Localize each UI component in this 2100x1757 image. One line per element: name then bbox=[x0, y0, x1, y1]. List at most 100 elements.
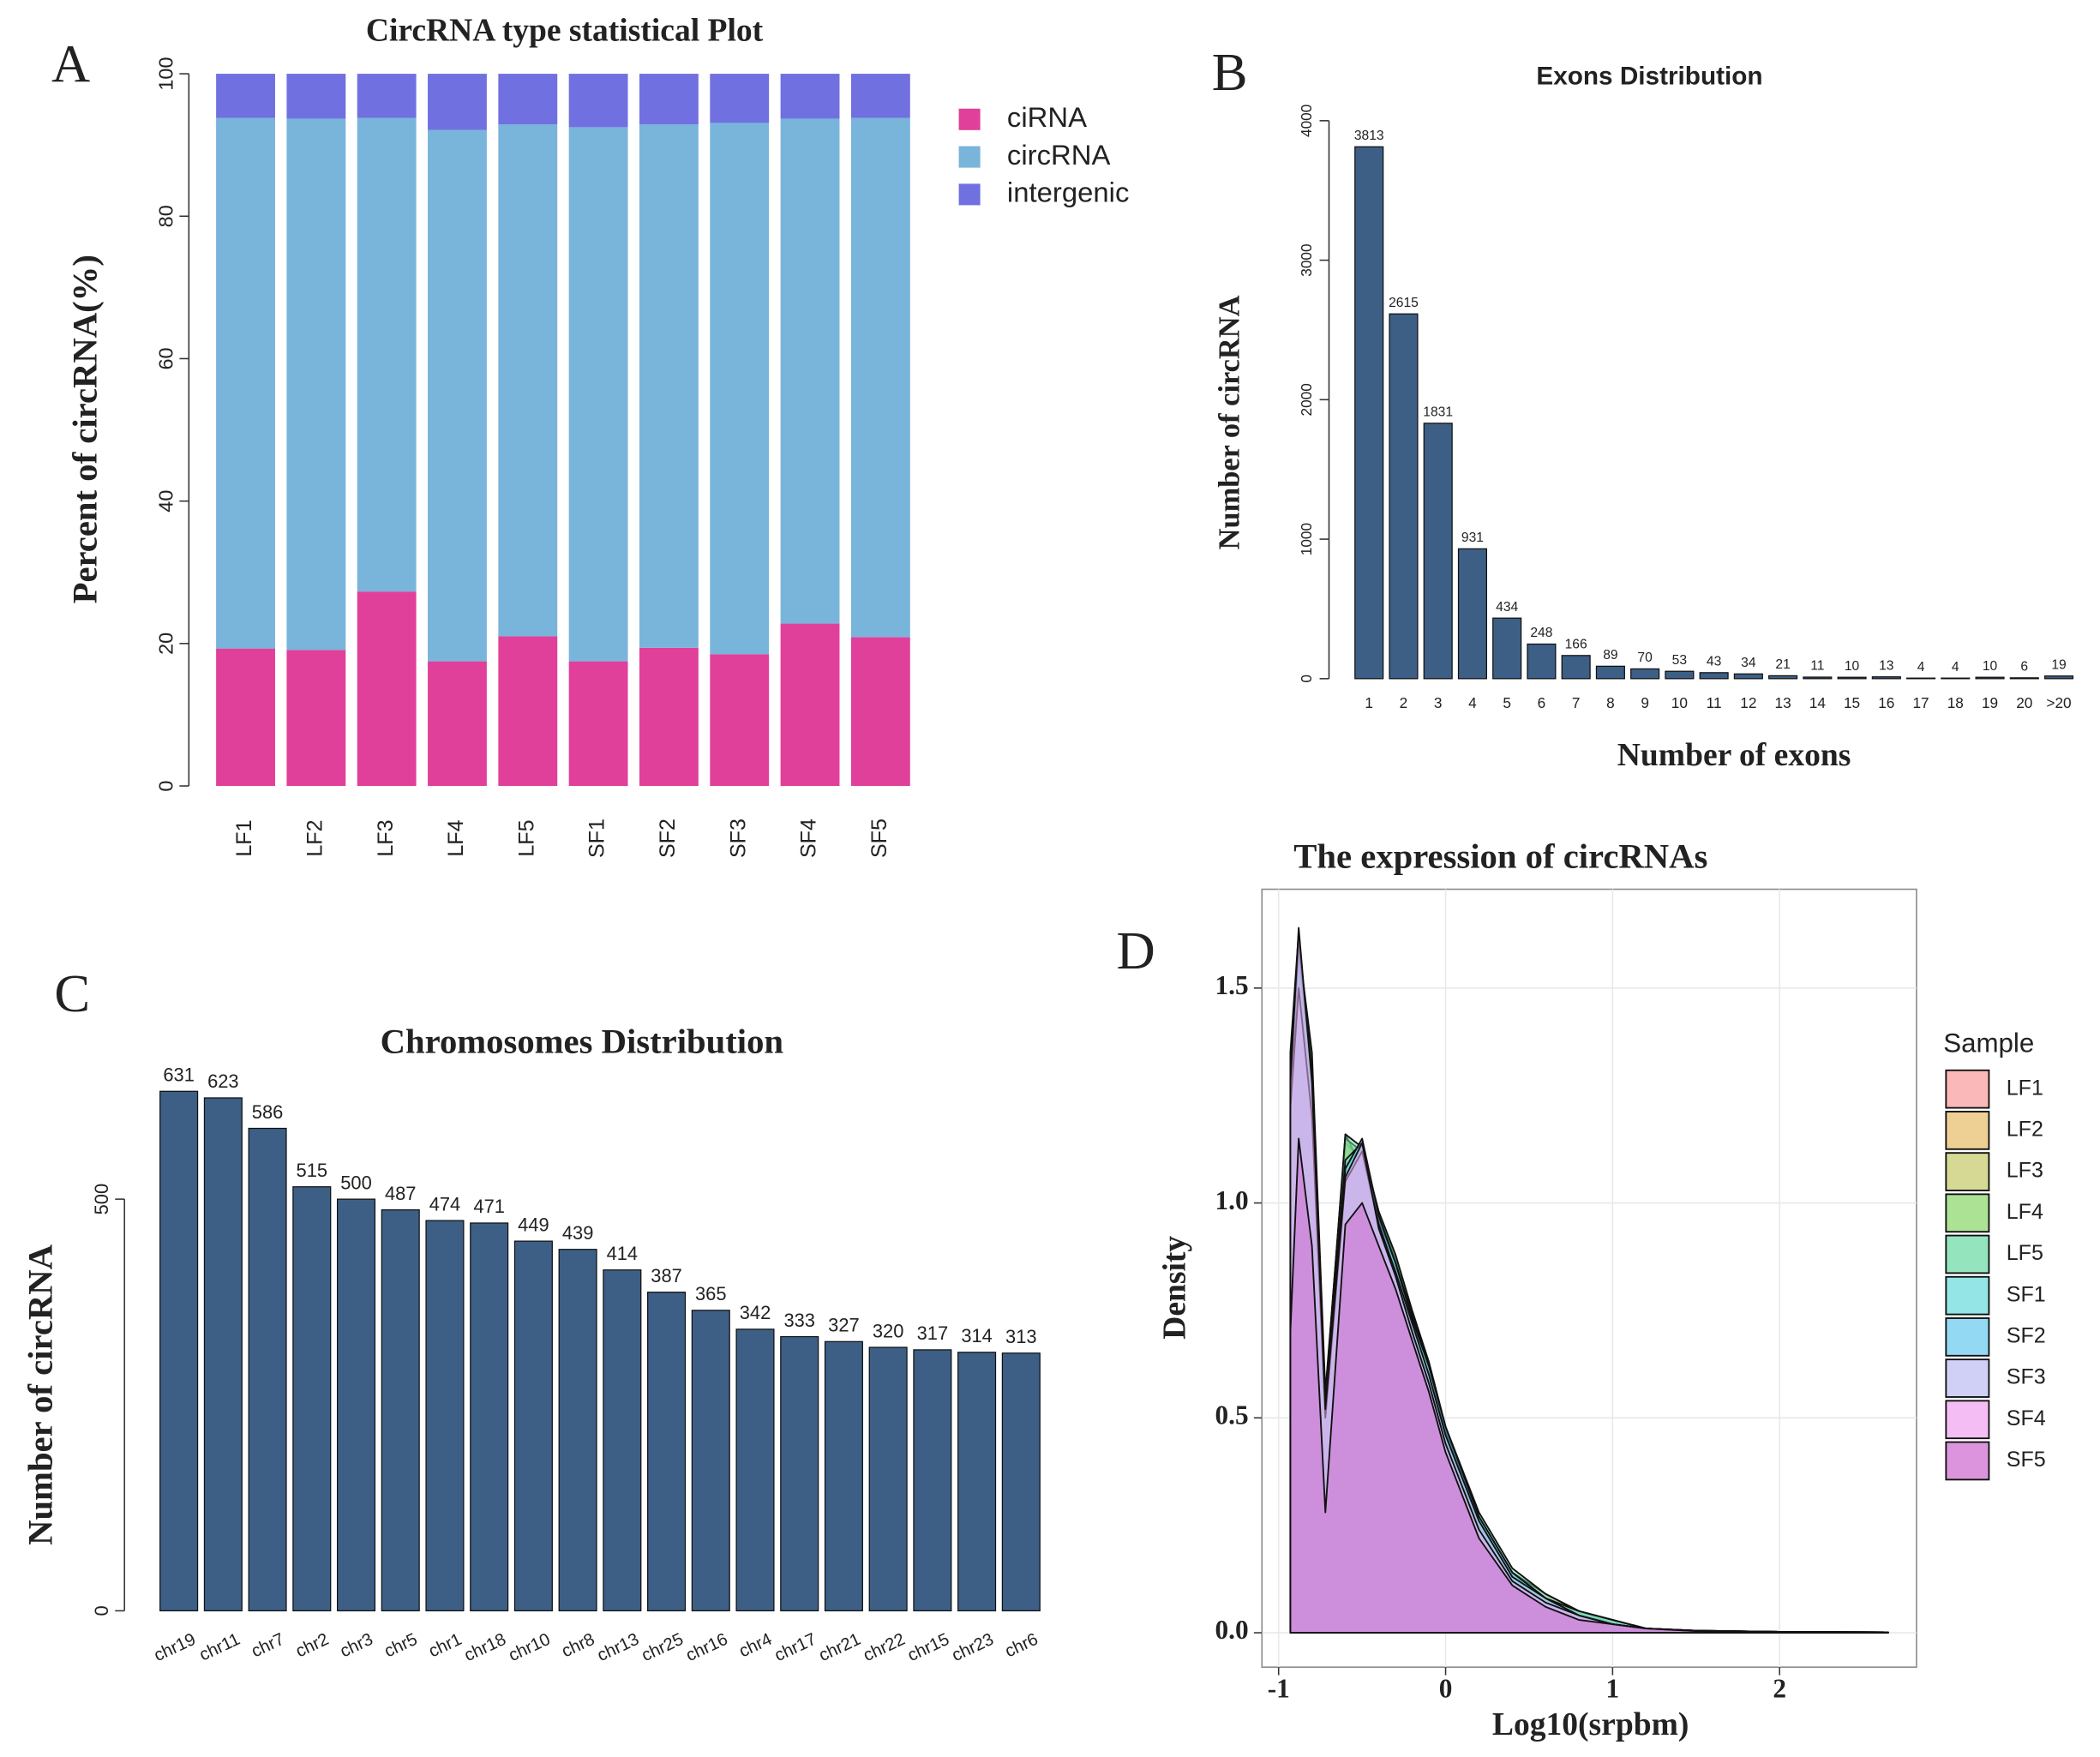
x-tick-label: 8 bbox=[1606, 694, 1615, 711]
legend-swatch bbox=[1945, 1234, 1990, 1274]
bar bbox=[1665, 670, 1695, 680]
x-tick-label: 19 bbox=[1982, 694, 1998, 711]
x-tick-label: chr2 bbox=[293, 1630, 332, 1662]
bar-segment bbox=[357, 117, 417, 592]
bar bbox=[824, 1340, 863, 1612]
data-label: 53 bbox=[1672, 653, 1687, 668]
data-label: 327 bbox=[828, 1315, 860, 1336]
bar bbox=[1423, 423, 1453, 680]
x-tick-label: chr21 bbox=[816, 1630, 863, 1665]
y-tick-label: 4000 bbox=[1298, 105, 1315, 137]
x-tick-label: 4 bbox=[1468, 694, 1477, 711]
x-tick-label: SF3 bbox=[726, 819, 750, 858]
legend-label: LF4 bbox=[2007, 1200, 2043, 1224]
density-area bbox=[1289, 1137, 1889, 1634]
bar bbox=[159, 1090, 199, 1612]
x-tick-label: chr13 bbox=[595, 1630, 642, 1665]
x-tick-label: SF4 bbox=[797, 819, 821, 858]
bar bbox=[603, 1269, 642, 1612]
x-tick-label: chr18 bbox=[461, 1630, 508, 1665]
legend-label: LF2 bbox=[2007, 1117, 2043, 1141]
data-label: 500 bbox=[340, 1172, 372, 1193]
data-label: 34 bbox=[1741, 656, 1756, 670]
x-tick-label: SF2 bbox=[656, 819, 680, 858]
data-label: 4 bbox=[1952, 660, 1959, 675]
bar bbox=[780, 1335, 819, 1612]
bar bbox=[1001, 1352, 1041, 1612]
x-tick-label: chr25 bbox=[639, 1630, 686, 1665]
data-label: 166 bbox=[1565, 637, 1587, 651]
x-tick-label: 14 bbox=[1809, 694, 1827, 711]
x-tick-label: LF4 bbox=[444, 819, 468, 856]
bar bbox=[1803, 676, 1833, 680]
data-label: 414 bbox=[607, 1243, 639, 1264]
bar bbox=[558, 1249, 597, 1612]
panel-label: A bbox=[51, 34, 90, 94]
bar bbox=[1527, 643, 1557, 680]
bar-segment bbox=[639, 74, 699, 125]
x-tick-label: chr7 bbox=[249, 1630, 287, 1662]
legend-label: LF5 bbox=[2007, 1241, 2043, 1265]
y-tick-label: 0 bbox=[1298, 675, 1315, 683]
x-axis-label: Number of exons bbox=[1617, 738, 1851, 773]
data-label: 13 bbox=[1879, 658, 1893, 673]
bar bbox=[1492, 617, 1522, 680]
x-tick-label: LF2 bbox=[303, 819, 327, 856]
legend-swatch bbox=[1945, 1275, 1990, 1316]
legend-label: SF3 bbox=[2007, 1365, 2046, 1389]
legend-swatch bbox=[1945, 1400, 1990, 1440]
y-tick-label: 1000 bbox=[1298, 523, 1315, 555]
bar-segment bbox=[286, 650, 346, 787]
bar bbox=[1457, 548, 1487, 680]
x-tick-label: chr11 bbox=[197, 1630, 243, 1665]
x-tick-label: chr5 bbox=[381, 1630, 420, 1662]
y-tick-label: 20 bbox=[155, 633, 177, 655]
y-tick-label: 3000 bbox=[1298, 243, 1315, 276]
data-label: 1831 bbox=[1423, 405, 1453, 419]
bar bbox=[735, 1328, 775, 1612]
bar-segment bbox=[850, 117, 910, 638]
y-tick-label: 80 bbox=[155, 205, 177, 227]
bar bbox=[1561, 655, 1591, 680]
bar-segment bbox=[850, 637, 910, 787]
panel-label: D bbox=[1117, 920, 1155, 980]
legend-swatch bbox=[958, 183, 981, 206]
x-tick-label: chr8 bbox=[559, 1630, 597, 1662]
x-tick-label: 0 bbox=[1439, 1674, 1453, 1704]
bar bbox=[203, 1097, 243, 1612]
x-tick-label: 9 bbox=[1641, 694, 1649, 711]
x-tick-label: 13 bbox=[1775, 694, 1791, 711]
bar-segment bbox=[428, 74, 487, 130]
x-tick-label: 2 bbox=[1773, 1674, 1786, 1704]
bar bbox=[292, 1186, 332, 1612]
data-label: 439 bbox=[562, 1222, 594, 1244]
bar bbox=[381, 1208, 420, 1612]
legend-label: SF5 bbox=[2007, 1448, 2046, 1472]
bar bbox=[513, 1240, 553, 1612]
y-tick-label: 1.5 bbox=[1215, 970, 1248, 1000]
bar bbox=[1733, 673, 1763, 680]
bar bbox=[1699, 672, 1729, 680]
bar-segment bbox=[710, 654, 770, 787]
bar bbox=[470, 1222, 509, 1612]
legend-label: circRNA bbox=[1007, 139, 1111, 171]
x-tick-label: 20 bbox=[2016, 694, 2032, 711]
x-tick-label: 5 bbox=[1503, 694, 1511, 711]
bar bbox=[647, 1292, 687, 1612]
legend-label: LF1 bbox=[2007, 1076, 2043, 1100]
data-label: 70 bbox=[1637, 651, 1653, 665]
data-label: 89 bbox=[1603, 648, 1617, 663]
data-label: 10 bbox=[1845, 659, 1860, 674]
chart-title: Exons Distribution bbox=[1536, 63, 1762, 91]
x-tick-label: LF5 bbox=[514, 819, 538, 856]
data-label: 471 bbox=[473, 1196, 505, 1217]
legend-swatch bbox=[1945, 1152, 1990, 1191]
legend-title: Sample bbox=[1943, 1028, 2034, 1058]
data-label: 248 bbox=[1530, 626, 1552, 640]
x-tick-label: -1 bbox=[1268, 1674, 1290, 1704]
bar-segment bbox=[568, 74, 628, 128]
y-tick-label: 40 bbox=[155, 490, 177, 513]
x-tick-label: chr22 bbox=[861, 1630, 908, 1665]
data-label: 487 bbox=[385, 1183, 417, 1204]
data-label: 320 bbox=[873, 1320, 904, 1341]
